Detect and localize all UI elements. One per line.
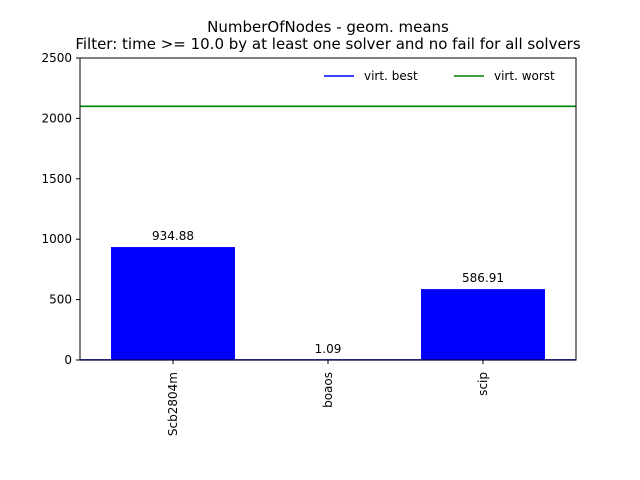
data-label-scip: 586.91 [462,271,504,285]
y-tick-label-0: 0 [64,353,72,367]
bar-scip [421,289,545,360]
y-tick-label-2000: 2000 [41,111,72,125]
data-label-boaos: 1.09 [315,342,342,356]
data-label-Scb2804m: 934.88 [152,229,194,243]
x-tick-label-Scb2804m: Scb2804m [166,372,180,436]
y-tick-label-500: 500 [49,293,72,307]
legend-label-virt-best: virt. best [364,69,418,83]
y-tick-label-1000: 1000 [41,232,72,246]
chart-subtitle: Filter: time >= 10.0 by at least one sol… [75,35,581,53]
y-tick-label-1500: 1500 [41,172,72,186]
bar-Scb2804m [111,247,235,360]
plot-area: 934.88 1.09 586.91 0 500 1000 1500 2000 2500 Scb2… [41,51,577,436]
x-tick-label-boaos: boaos [321,372,335,408]
legend-label-virt-worst: virt. worst [494,69,555,83]
y-tick-label-2500: 2500 [41,51,72,65]
chart-title: NumberOfNodes - geom. means [207,18,449,36]
x-tick-label-scip: scip [476,372,490,396]
